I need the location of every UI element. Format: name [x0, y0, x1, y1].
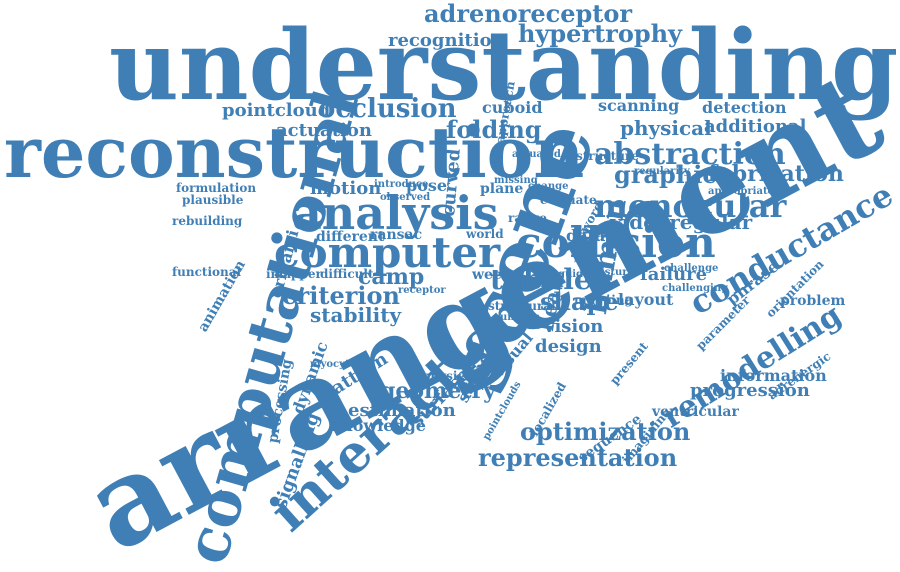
cloud-word: fabrication [708, 161, 844, 187]
cloud-word: reconstruction [4, 111, 585, 194]
cloud-word: problem [780, 293, 846, 309]
cloud-word: additional [704, 116, 807, 137]
cloud-word: change [528, 181, 569, 192]
cloud-word: cuboid [482, 98, 543, 117]
cloud-word: receptor [398, 285, 446, 296]
cloud-word: analysis [292, 186, 499, 240]
cloud-word: criterion [282, 281, 400, 310]
cloud-word: introduce [374, 179, 429, 190]
cloud-word: observed [380, 192, 431, 203]
cloud-word: monocular [594, 187, 787, 225]
cloud-word: understanding [109, 9, 899, 122]
cloud-word: missing [494, 175, 538, 186]
cloud-word: recognition [388, 30, 505, 51]
cloud-word: videoregular [610, 210, 753, 234]
cloud-word: myocyte [310, 359, 356, 370]
cloud-word: physic [422, 369, 465, 383]
cloud-word: unseen [500, 312, 541, 323]
cloud-word: shape [540, 287, 619, 316]
cloud-word: detection [702, 98, 787, 117]
cloud-word: pose [406, 176, 448, 195]
cloud-word: actuation [276, 120, 372, 141]
cloud-word: range [508, 211, 547, 225]
cloud-word: information [720, 366, 827, 385]
cloud-word: collision [516, 218, 716, 267]
cloud-word: imapper [266, 267, 322, 281]
cloud-word: adrenoreceptor [424, 0, 633, 28]
cloud-word: structure [576, 149, 639, 163]
cloud-word: actuated [512, 149, 561, 160]
cloud-word: pointcloud [222, 100, 331, 121]
cloud-word: occlusion [318, 94, 457, 124]
cloud-word: mapping [574, 293, 633, 307]
cloud-word: vision [544, 316, 604, 337]
cloud-word: plane [480, 181, 524, 197]
cloud-word: plausible [182, 193, 244, 207]
cloud-word: design [535, 336, 602, 357]
cloud-word: optimization [520, 417, 691, 446]
cloud-word: ransac [370, 227, 423, 243]
cloud-word: difficult [320, 267, 374, 281]
cloud-word: layout [618, 290, 674, 309]
cloud-word: motion [310, 178, 382, 199]
cloud-word: folding [446, 115, 542, 144]
cloud-word: driven [528, 279, 564, 290]
cloud-word: guided [558, 269, 597, 280]
cloud-word: challenge [664, 263, 719, 274]
cloud-word: graphic [614, 160, 717, 189]
cloud-word: rebuilding [172, 214, 243, 228]
cloud-word: scanning [598, 96, 680, 115]
cloud-word: regularity [634, 166, 690, 177]
cloud-word: estimation [348, 400, 456, 421]
cloud-word: disturb [594, 267, 635, 278]
cloud-word: physical [620, 116, 712, 140]
cloud-word: geometry [380, 378, 496, 404]
cloud-word: different [316, 229, 385, 245]
cloud-word: computer [274, 228, 501, 277]
cloud-word: ventricular [652, 404, 739, 420]
cloud-word: tubule [490, 263, 592, 296]
cloud-word: present [607, 339, 651, 388]
cloud-word: world [466, 227, 504, 241]
cloud-word: functional [172, 265, 242, 279]
cloud-word: abstraction [594, 137, 786, 172]
cloud-word: knowledge [330, 416, 426, 435]
cloud-word: failure [640, 264, 708, 285]
cloud-word: structural [488, 299, 556, 313]
cloud-word: challenging [662, 283, 729, 294]
cloud-word: hypertrophy [518, 19, 683, 48]
cloud-word: progression [690, 380, 810, 401]
cloud-word: appropriate [708, 186, 774, 197]
cloud-word: representation [478, 443, 678, 472]
cloud-word: formulation [176, 181, 257, 195]
cloud-word: evaluate [540, 193, 597, 207]
cloud-word: week [472, 267, 512, 283]
cloud-word: camp [358, 264, 425, 290]
cloud-word: data [566, 226, 606, 245]
cloud-word: stability [310, 303, 402, 327]
